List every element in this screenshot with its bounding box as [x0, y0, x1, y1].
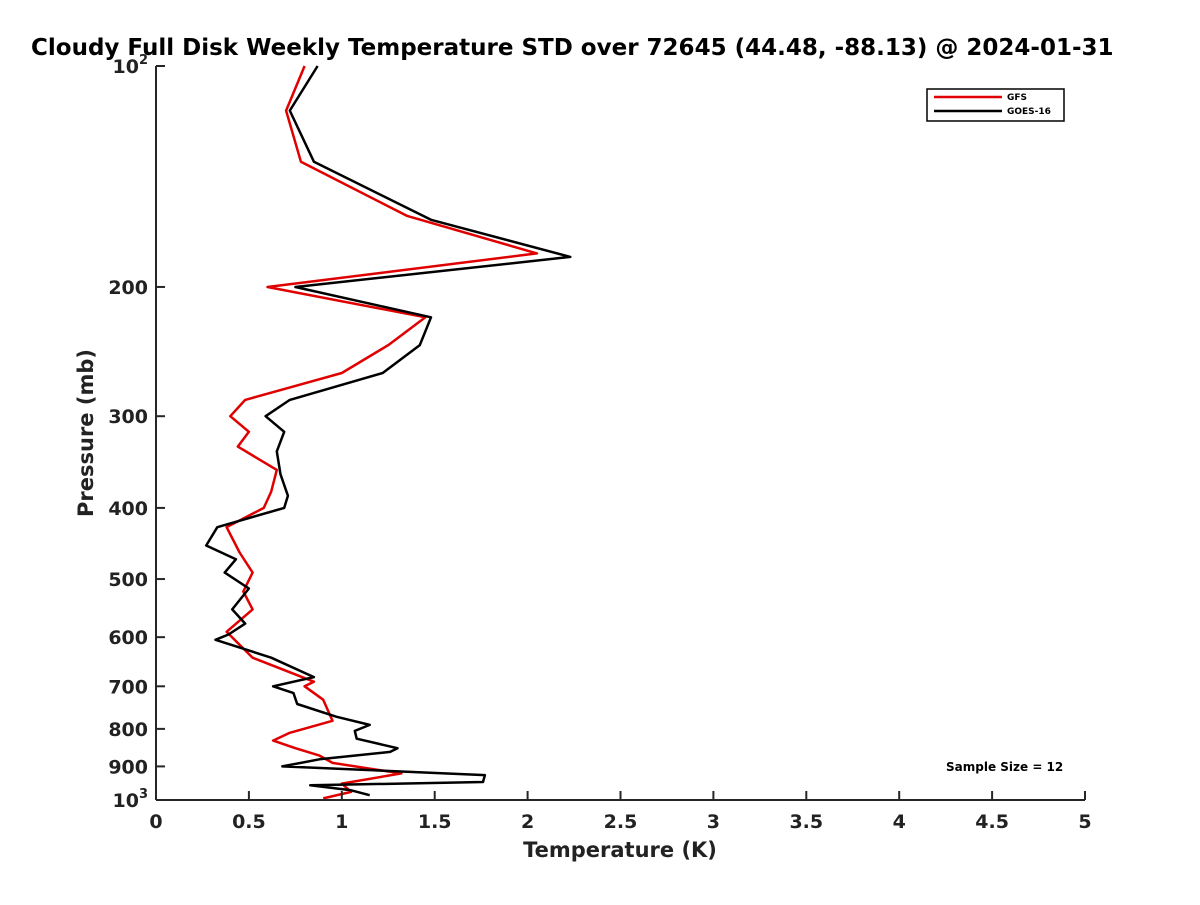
x-tick-label: 2 [521, 811, 534, 833]
legend-label-goes-16: GOES-16 [1007, 107, 1051, 117]
x-tick-label: 0 [149, 811, 162, 833]
y-tick-label: 300 [108, 406, 148, 428]
x-tick-label: 5 [1078, 811, 1091, 833]
x-tick-label: 2.5 [604, 811, 638, 833]
y-tick-label: 600 [108, 627, 148, 649]
series-line-gfs [225, 65, 539, 800]
legend-label-gfs: GFS [1007, 93, 1027, 103]
x-tick-label: 0.5 [232, 811, 266, 833]
x-tick-label: 1.5 [418, 811, 452, 833]
x-tick-label: 3 [707, 811, 720, 833]
x-tick-label: 4.5 [975, 811, 1009, 833]
y-tick-label: 800 [108, 719, 148, 741]
x-tick-label: 4 [893, 811, 906, 833]
y-tick-label: 200 [108, 277, 148, 299]
y-tick-label: 400 [108, 498, 148, 520]
x-tick-label: 3.5 [789, 811, 823, 833]
legend-box [926, 88, 1065, 122]
sample-size-annotation: Sample Size = 12 [946, 760, 1063, 774]
y-tick-label: 102 [113, 53, 149, 78]
x-tick-label: 1 [335, 811, 348, 833]
chart-title: Cloudy Full Disk Weekly Temperature STD … [31, 35, 1114, 61]
x-axis-label: Temperature (K) [523, 838, 717, 862]
series-line-goes-16 [204, 65, 572, 797]
y-tick-label: 103 [113, 787, 149, 812]
y-tick-label: 500 [108, 569, 148, 591]
axes: 0 0.5 1 1.5 2 2.5 3 3.5 4 4.5 5 102 200 300 400 500 600 7… [108, 53, 1091, 833]
y-axis-label: Pressure (mb) [74, 349, 98, 517]
y-tick-label: 900 [108, 756, 148, 778]
legend: GFS GOES-16 [926, 88, 1065, 122]
y-tick-label: 700 [108, 676, 148, 698]
plot-area [204, 65, 572, 800]
